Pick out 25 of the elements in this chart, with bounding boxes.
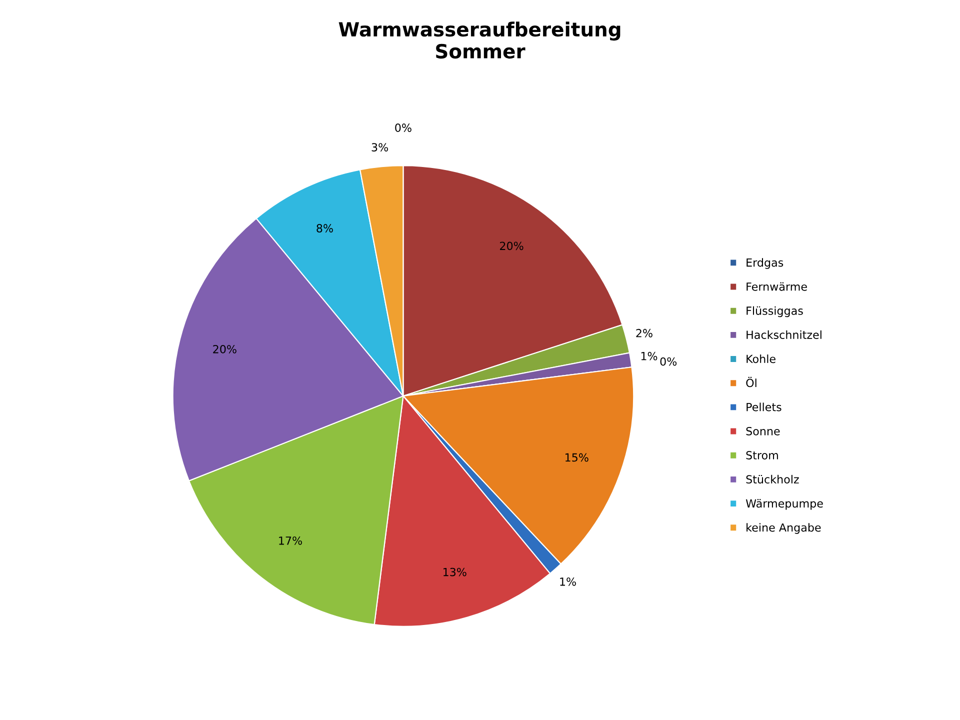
legend-label: Flüssiggas [746, 306, 803, 318]
legend-label: Strom [746, 451, 778, 460]
data-label: 8% [316, 224, 333, 232]
legend-label: Sonne [746, 426, 780, 436]
legend-label: Fernwärme [746, 282, 807, 291]
data-label: 3% [372, 143, 388, 152]
legend-label: Erdgas [746, 258, 784, 269]
data-label: 1% [641, 352, 658, 360]
text: 0% [660, 357, 677, 366]
data-label: 17% [279, 536, 302, 545]
data-label: 13% [443, 568, 466, 576]
data-label: 2% [636, 328, 652, 338]
data-label: 1% [560, 577, 576, 586]
legend-label: Pellets [746, 402, 782, 412]
legend-label: keine Angabe [746, 523, 821, 534]
legend-label: Stückholz [746, 474, 799, 484]
legend-label: Hackschnitzel [746, 330, 822, 340]
legend-label: Wärmepumpe [746, 499, 823, 510]
legend-label: Kohle [746, 354, 776, 364]
data-label: 15% [565, 453, 588, 462]
data-label: 20% [213, 344, 236, 354]
chart-title: Warmwasseraufbereitung Sommer [338, 22, 620, 59]
data-label: 20% [500, 242, 524, 250]
legend-label: Öl [746, 376, 756, 388]
text: 0% [395, 124, 412, 132]
